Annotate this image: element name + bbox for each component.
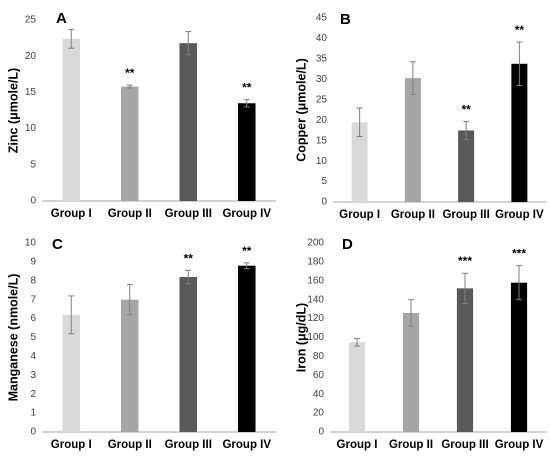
- bar-d-4: [510, 282, 528, 432]
- bar-c-4: [237, 265, 256, 432]
- y-tick-label-a: 25: [25, 15, 37, 26]
- x-category-label-b-1: Group I: [339, 209, 380, 221]
- y-tick-label-b: 45: [316, 13, 328, 24]
- y-tick-label-c: 8: [30, 275, 36, 286]
- y-tick-label-d: 160: [307, 275, 324, 286]
- y-tick-label-b: 10: [316, 156, 328, 167]
- significance-marker-c-4: **: [242, 244, 252, 258]
- bar-b-4: [511, 63, 528, 202]
- y-tick-label-b: 25: [316, 94, 328, 105]
- bar-a-2: [120, 86, 139, 201]
- y-tick-label-c: 9: [30, 257, 36, 268]
- y-tick-label-d: 60: [313, 370, 325, 381]
- y-tick-label-c: 7: [30, 294, 36, 305]
- y-tick-label-d: 40: [313, 389, 325, 400]
- significance-marker-c-3: **: [184, 251, 194, 265]
- y-tick-label-c: 1: [30, 408, 36, 419]
- bar-b-3: [458, 130, 475, 202]
- y-tick-label-d: 20: [313, 408, 325, 419]
- bar-b-2: [404, 78, 421, 202]
- y-tick-label-d: 140: [307, 294, 324, 305]
- y-tick-label-b: 5: [321, 176, 327, 187]
- y-tick-label-c: 6: [30, 313, 36, 324]
- bar-a-4: [237, 103, 256, 201]
- y-tick-label-b: 0: [321, 197, 327, 208]
- bar-c-1: [62, 314, 81, 432]
- x-category-label-c-1: Group I: [51, 439, 92, 451]
- bar-a-1: [62, 38, 81, 201]
- panel-letter-b: B: [340, 11, 351, 28]
- x-category-label-c-2: Group II: [108, 439, 152, 451]
- y-tick-label-d: 120: [307, 313, 324, 324]
- y-axis-label-d: Iron (μg/dL): [294, 303, 308, 372]
- significance-marker-b-4: **: [515, 23, 525, 37]
- y-tick-label-a: 5: [30, 159, 36, 170]
- y-tick-label-c: 0: [30, 427, 36, 438]
- significance-marker-b-3: **: [461, 102, 471, 116]
- y-tick-label-c: 5: [30, 332, 36, 343]
- y-tick-label-d: 180: [307, 257, 324, 268]
- x-category-label-b-2: Group II: [391, 209, 435, 221]
- y-axis-label-a: Zinc (μmole/L): [6, 68, 20, 153]
- y-tick-label-a: 0: [30, 196, 36, 207]
- x-category-label-d-4: Group IV: [495, 439, 544, 451]
- significance-marker-d-3: ***: [458, 254, 472, 268]
- significance-marker-a-4: **: [242, 81, 252, 95]
- x-category-label-b-4: Group IV: [495, 209, 544, 221]
- x-category-label-c-3: Group III: [165, 439, 212, 451]
- x-category-label-d-2: Group II: [389, 439, 433, 451]
- x-category-label-d-3: Group III: [441, 439, 488, 451]
- y-tick-label-b: 35: [316, 54, 328, 65]
- y-tick-label-d: 200: [307, 238, 324, 249]
- x-category-label-a-1: Group I: [51, 208, 92, 220]
- y-tick-label-b: 15: [316, 135, 328, 146]
- y-tick-label-b: 30: [316, 74, 328, 85]
- y-tick-label-c: 10: [25, 238, 37, 249]
- y-axis-label-c: Manganese (nmole/L): [6, 274, 20, 402]
- x-category-label-d-1: Group I: [337, 439, 378, 451]
- y-tick-label-d: 80: [313, 351, 325, 362]
- x-category-label-a-3: Group III: [165, 208, 212, 220]
- bar-c-3: [179, 277, 198, 432]
- y-tick-label-d: 0: [318, 427, 324, 438]
- bar-a-3: [179, 43, 198, 201]
- y-tick-label-c: 4: [30, 351, 36, 362]
- panel-letter-a: A: [56, 10, 67, 27]
- significance-marker-d-4: ***: [512, 247, 526, 261]
- y-axis-label-b: Copper (μmole/L): [294, 58, 308, 161]
- x-category-label-c-4: Group IV: [222, 439, 271, 451]
- y-tick-label-c: 3: [30, 370, 36, 381]
- bar-d-3: [456, 288, 474, 432]
- bar-d-2: [402, 312, 420, 432]
- x-category-label-a-2: Group II: [108, 208, 152, 220]
- y-tick-label-c: 2: [30, 389, 36, 400]
- y-tick-label-b: 40: [316, 33, 328, 44]
- bar-c-2: [120, 299, 139, 432]
- y-tick-label-a: 20: [25, 51, 37, 62]
- panel-letter-c: C: [52, 236, 63, 253]
- y-tick-label-b: 20: [316, 115, 328, 126]
- y-tick-label-d: 100: [307, 332, 324, 343]
- significance-marker-a-2: **: [125, 66, 135, 80]
- panel-letter-d: D: [342, 236, 353, 253]
- bar-b-1: [351, 122, 368, 202]
- y-tick-label-a: 15: [25, 87, 37, 98]
- y-tick-label-a: 10: [25, 123, 37, 134]
- x-category-label-a-4: Group IV: [222, 208, 271, 220]
- x-category-label-b-3: Group III: [442, 209, 489, 221]
- bar-d-1: [348, 342, 366, 432]
